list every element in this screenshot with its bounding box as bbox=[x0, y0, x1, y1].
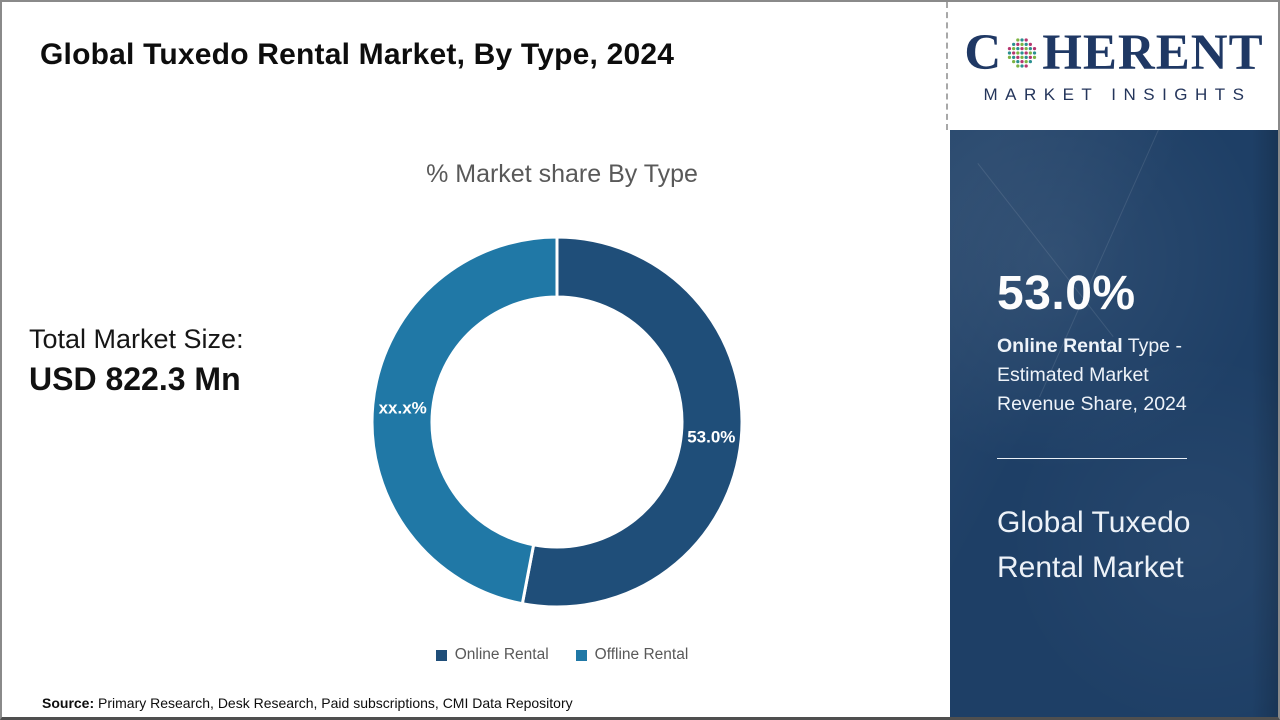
globe-dot bbox=[1016, 60, 1020, 64]
globe-dot bbox=[1012, 55, 1016, 59]
globe-dot bbox=[1016, 47, 1020, 51]
legend-swatch bbox=[435, 650, 447, 661]
page-title: Global Tuxedo Rental Market, By Type, 20… bbox=[40, 38, 675, 71]
dashed-divider bbox=[946, 2, 948, 130]
source-text: Primary Research, Desk Research, Paid su… bbox=[94, 695, 573, 711]
brand-logo: C HERENT MARKET INSIGHTS bbox=[950, 2, 1278, 130]
sidebar-market-title-line: Rental Market bbox=[997, 551, 1184, 584]
globe-dot bbox=[1016, 64, 1020, 68]
stat-description-segment: Revenue Share, 2024 bbox=[997, 393, 1187, 415]
stat-description-segment: Type - bbox=[1122, 335, 1182, 357]
globe-dot bbox=[1012, 47, 1016, 51]
globe-dot bbox=[1008, 51, 1012, 55]
stat-description-segment: Online Rental bbox=[997, 335, 1123, 357]
stat-value: 53.0% bbox=[997, 267, 1136, 320]
globe-dot bbox=[1028, 42, 1033, 46]
donut-slice-online-rental bbox=[520, 235, 744, 609]
globe-dot bbox=[1012, 51, 1016, 55]
donut-slice-offline-rental bbox=[370, 235, 559, 606]
brand-name: HERENT bbox=[1042, 24, 1264, 81]
total-market-size-label: Total Market Size: bbox=[29, 324, 244, 354]
globe-dot bbox=[1033, 51, 1037, 55]
globe-dot bbox=[1016, 51, 1020, 55]
globe-dot bbox=[1012, 60, 1016, 64]
globe-dot bbox=[1020, 42, 1024, 46]
brand-tagline: MARKET INSIGHTS bbox=[983, 84, 1252, 104]
sidebar: 53.0% Online Rental Type - Estimated Mar… bbox=[950, 122, 1278, 717]
sidebar-content: 53.0% Online Rental Type - Estimated Mar… bbox=[950, 130, 1278, 590]
brand-name-row: C HERENT bbox=[964, 24, 1264, 81]
globe-dot bbox=[1024, 51, 1029, 55]
globe-dot bbox=[1020, 38, 1024, 42]
divider-line bbox=[997, 458, 1187, 459]
globe-dot bbox=[1020, 47, 1024, 51]
world-map-texture bbox=[950, 122, 1278, 717]
globe-dot bbox=[1008, 47, 1012, 51]
globe-dot bbox=[1033, 55, 1037, 59]
dotted-globe-icon bbox=[1008, 38, 1037, 68]
sidebar-market-title: Global Tuxedo Rental Market bbox=[997, 500, 1248, 590]
globe-dot bbox=[1008, 55, 1012, 59]
globe-dot bbox=[1024, 60, 1029, 64]
globe-dot bbox=[1016, 55, 1020, 59]
globe-dot bbox=[1024, 47, 1029, 51]
total-market-size: Total Market Size: USD 822.3 Mn bbox=[29, 324, 244, 398]
brand-letter-prefix: C bbox=[964, 24, 1003, 81]
globe-dot bbox=[1020, 55, 1024, 59]
globe-dot bbox=[1028, 60, 1033, 64]
legend-swatch bbox=[575, 650, 587, 661]
chart-legend: Online Rental Offline Rental bbox=[212, 646, 912, 664]
globe-dot bbox=[1024, 55, 1029, 59]
globe-dot bbox=[1028, 47, 1033, 51]
donut-chart: 53.0% xx.x% bbox=[368, 233, 746, 611]
globe-dot bbox=[1024, 42, 1029, 46]
sidebar-market-title-line: Global Tuxedo bbox=[997, 506, 1191, 539]
globe-dot bbox=[1012, 42, 1016, 46]
globe-dot bbox=[1028, 51, 1033, 55]
legend-label: Online Rental bbox=[454, 646, 549, 663]
globe-dot bbox=[1024, 38, 1029, 42]
globe-dot bbox=[1028, 55, 1033, 59]
globe-dot bbox=[1024, 64, 1029, 68]
globe-dot bbox=[1020, 60, 1024, 64]
chart-title: % Market share By Type bbox=[426, 160, 698, 188]
total-market-size-value: USD 822.3 Mn bbox=[29, 361, 241, 397]
donut-slice-label: 53.0% bbox=[687, 428, 735, 447]
globe-dot bbox=[1033, 47, 1037, 51]
stat-description: Online Rental Type - Estimated Market Re… bbox=[997, 332, 1248, 419]
globe-dot bbox=[1016, 42, 1020, 46]
legend-item-online-rental: Online Rental bbox=[435, 646, 549, 664]
source-line: Source: Primary Research, Desk Research,… bbox=[42, 695, 573, 711]
stat-description-segment: Estimated Market bbox=[997, 364, 1149, 386]
source-label: Source: bbox=[42, 695, 95, 711]
donut-slice-label: xx.x% bbox=[379, 398, 427, 417]
legend-label: Offline Rental bbox=[594, 646, 689, 663]
globe-dot bbox=[1020, 64, 1024, 68]
globe-dot bbox=[1020, 51, 1024, 55]
globe-dot bbox=[1016, 38, 1020, 42]
legend-item-offline-rental: Offline Rental bbox=[575, 646, 689, 664]
donut-chart-svg: 53.0% xx.x% bbox=[370, 235, 744, 609]
